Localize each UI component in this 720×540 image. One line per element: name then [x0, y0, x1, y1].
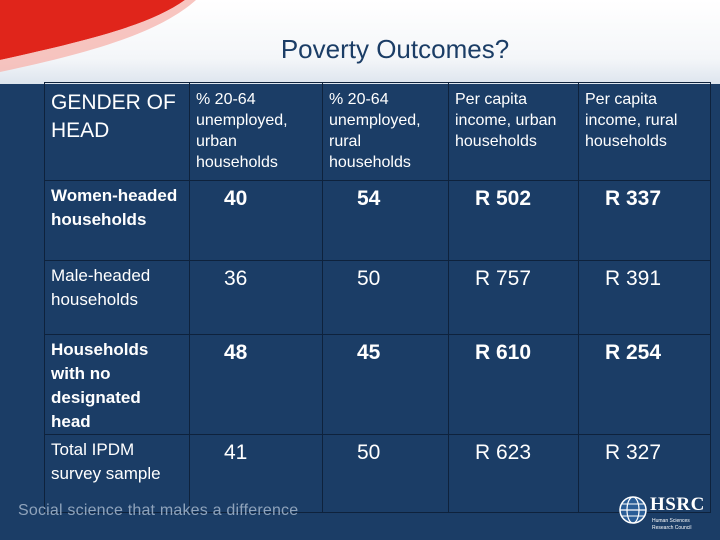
- cell-value: 50: [322, 260, 449, 335]
- cell-value: 36: [189, 260, 323, 335]
- row-label: Male-headed households: [44, 260, 190, 335]
- table-header-row: GENDER OF HEAD % 20-64 unemployed, urban…: [44, 82, 711, 181]
- cell-value: 41: [189, 434, 323, 513]
- header-unemployed-rural: % 20-64 unemployed, rural households: [322, 82, 449, 181]
- header-unemployed-urban: % 20-64 unemployed, urban households: [189, 82, 323, 181]
- table-row: Male-headed households 36 50 R 757 R 391: [44, 260, 711, 335]
- table-row: Households with no designated head 48 45…: [44, 334, 711, 435]
- footer-tagline: Social science that makes a difference: [18, 502, 299, 519]
- cell-value: 45: [322, 334, 449, 435]
- header-income-rural: Per capita income, rural households: [578, 82, 711, 181]
- header-income-urban: Per capita income, urban households: [448, 82, 579, 181]
- cell-value: 54: [322, 180, 449, 261]
- cell-value: R 337: [578, 180, 711, 261]
- poverty-table: GENDER OF HEAD % 20-64 unemployed, urban…: [44, 82, 711, 513]
- logo-subtitle: Human Sciences: [652, 518, 690, 524]
- cell-value: 40: [189, 180, 323, 261]
- slide-title: Poverty Outcomes?: [280, 34, 510, 64]
- hsrc-logo: HSRC Human Sciences Research Council: [614, 492, 714, 538]
- cell-value: R 254: [578, 334, 711, 435]
- logo-subtitle: Research Council: [652, 525, 692, 531]
- cell-value: R 502: [448, 180, 579, 261]
- cell-value: 50: [322, 434, 449, 513]
- cell-value: R 391: [578, 260, 711, 335]
- cell-value: R 610: [448, 334, 579, 435]
- red-wedge-decoration: [0, 0, 196, 72]
- row-label: Women-headed households: [44, 180, 190, 261]
- row-label: Households with no designated head: [44, 334, 190, 435]
- globe-icon: [619, 496, 647, 524]
- table-row: Women-headed households 40 54 R 502 R 33…: [44, 180, 711, 261]
- cell-value: R 757: [448, 260, 579, 335]
- logo-name: HSRC: [650, 494, 705, 515]
- cell-value: 48: [189, 334, 323, 435]
- header-gender-of-head: GENDER OF HEAD: [44, 82, 190, 181]
- cell-value: R 623: [448, 434, 579, 513]
- table-row: Total IPDM survey sample 41 50 R 623 R 3…: [44, 434, 711, 513]
- row-label: Total IPDM survey sample: [44, 434, 190, 513]
